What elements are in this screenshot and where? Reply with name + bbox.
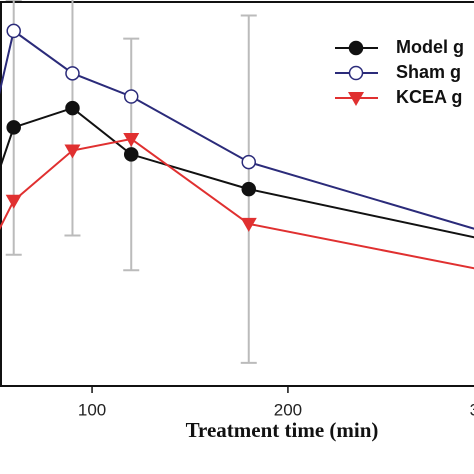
marker	[123, 89, 139, 104]
series-line	[0, 106, 474, 239]
x-tick-label: 100	[78, 400, 106, 419]
marker	[123, 147, 139, 162]
marker	[241, 154, 257, 170]
series-line	[0, 29, 474, 230]
legend-marker	[348, 65, 364, 81]
marker	[6, 23, 21, 39]
legend-marker	[348, 40, 364, 56]
marker	[65, 66, 80, 81]
x-axis-title: Treatment time (min)	[186, 418, 379, 442]
marker	[240, 217, 257, 232]
marker	[6, 120, 21, 135]
marker	[123, 132, 140, 147]
legend-marker	[348, 92, 364, 106]
legend-label: KCEA g	[396, 87, 462, 107]
x-tick-label: 200	[274, 400, 302, 419]
marker	[5, 194, 22, 209]
plot-area	[0, 0, 474, 364]
marker	[65, 100, 80, 116]
x-tick-label: 300	[470, 400, 474, 419]
marker	[241, 181, 257, 197]
legend: Model g Sham g KCEA g	[335, 37, 464, 107]
legend-label: Sham g	[396, 62, 461, 82]
series-line	[0, 137, 474, 270]
legend-label: Model g	[396, 37, 464, 57]
marker	[64, 144, 81, 159]
